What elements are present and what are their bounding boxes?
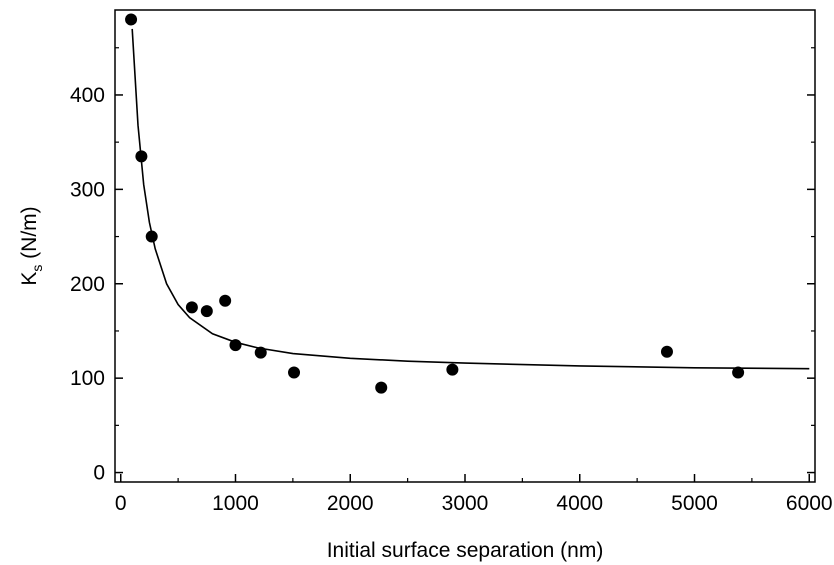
y-axis-ticks: 0 100 200 300 400 <box>70 47 815 485</box>
y-tick-label: 200 <box>70 273 105 296</box>
data-point <box>219 294 232 307</box>
data-point <box>145 230 158 243</box>
y-tick-label: 100 <box>70 367 105 390</box>
x-tick-label: 5000 <box>671 492 718 515</box>
y-tick-label: 300 <box>70 178 105 201</box>
data-point <box>446 363 459 376</box>
y-axis-label-main: K <box>18 272 41 286</box>
x-tick-label: 4000 <box>556 492 603 515</box>
y-axis-label: Ks (N/m) <box>18 206 45 285</box>
data-point <box>185 301 198 314</box>
x-tick-label: 6000 <box>786 492 833 515</box>
fit-curve <box>131 28 810 370</box>
x-tick-label: 3000 <box>442 492 489 515</box>
y-tick-label: 400 <box>70 84 105 107</box>
x-axis-label: Initial surface separation (nm) <box>327 539 604 562</box>
data-point <box>125 13 138 26</box>
x-axis-ticks: 0 1000 2000 3000 4000 5000 6000 <box>115 474 833 515</box>
x-tick-label: 1000 <box>212 492 259 515</box>
data-point <box>375 381 388 394</box>
x-tick-label: 2000 <box>327 492 374 515</box>
data-point <box>254 346 267 359</box>
y-tick-label: 0 <box>93 462 105 485</box>
y-axis-label-subscript: s <box>29 265 45 272</box>
data-point <box>229 339 242 352</box>
data-point <box>288 366 301 379</box>
plot-frame <box>114 9 816 483</box>
data-point <box>732 366 745 379</box>
data-points <box>125 13 745 394</box>
data-point <box>200 305 213 318</box>
x-tick-label: 0 <box>115 492 127 515</box>
data-point <box>135 150 148 163</box>
data-point <box>660 345 673 358</box>
y-axis-label-unit: (N/m) <box>18 206 41 264</box>
